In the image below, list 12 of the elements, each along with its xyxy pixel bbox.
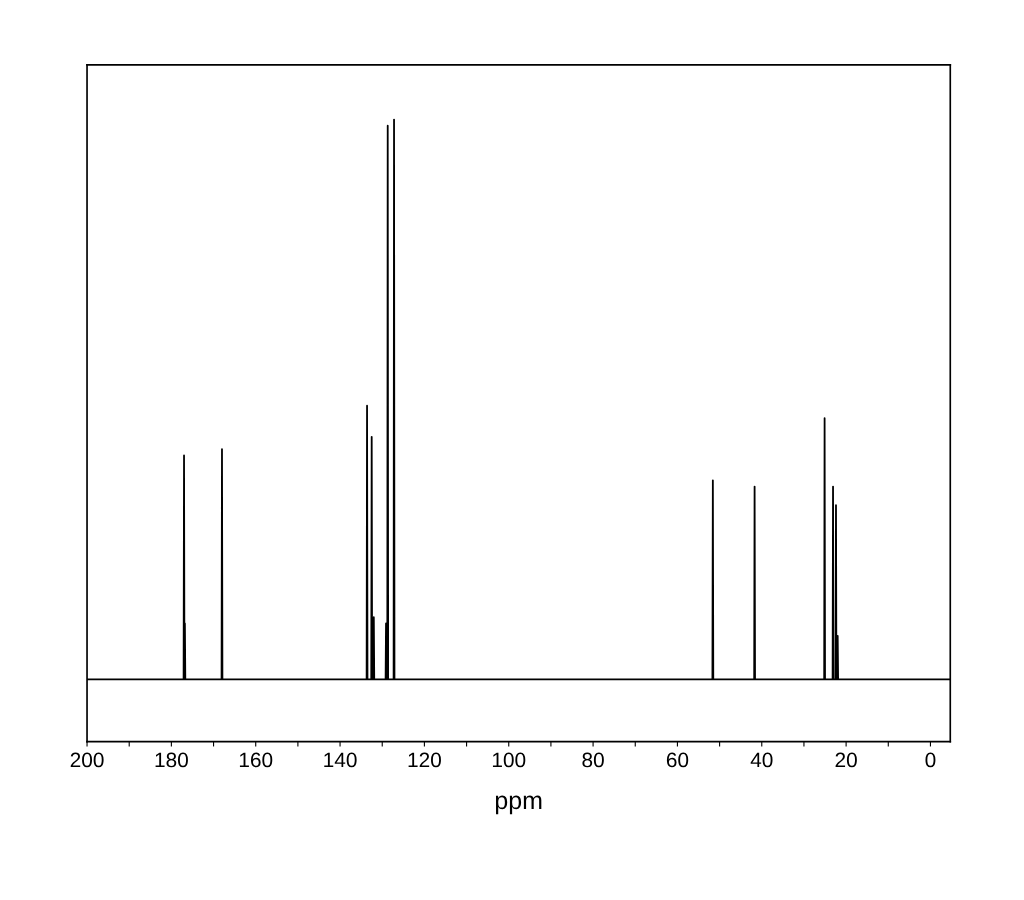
x-tick-label: 160 (239, 752, 273, 768)
x-tick-label: 20 (835, 752, 857, 768)
x-tick-label: 0 (925, 752, 936, 768)
x-axis-title: ppm (495, 795, 542, 815)
x-tick-label: 100 (492, 752, 526, 768)
x-tick-label: 80 (582, 752, 604, 768)
x-tick-label: 200 (70, 752, 104, 768)
x-tick-label: 140 (324, 752, 357, 768)
x-tick-label: 180 (155, 752, 188, 768)
x-tick-label: 40 (750, 752, 773, 768)
x-tick-label: 60 (666, 752, 689, 768)
x-tick-label: 120 (408, 752, 441, 768)
